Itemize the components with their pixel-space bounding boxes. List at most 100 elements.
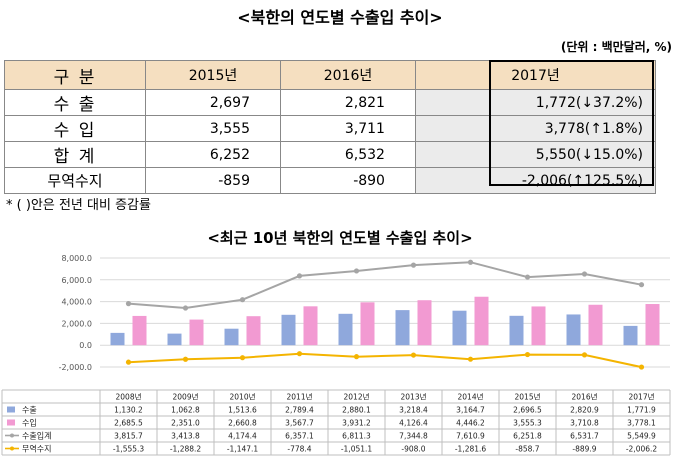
data-point [524, 274, 531, 280]
data-label: 4,174.4 [228, 432, 257, 441]
legend-label: 수출입계 [22, 431, 51, 441]
data-label: -858.7 [515, 445, 539, 454]
header-2017: 2017년 [414, 60, 657, 90]
data-label: 7,344.8 [399, 432, 428, 441]
data-point [353, 268, 360, 274]
y-tick-label: 6,000.0 [61, 276, 92, 285]
chart-title: <최근 10년 북한의 연도별 수출입 추이> [207, 229, 473, 247]
data-label: 2,660.8 [228, 419, 257, 428]
data-label: 6,811.3 [342, 432, 371, 441]
bar [338, 313, 353, 346]
bar [395, 310, 410, 346]
data-label: 3,815.7 [114, 432, 143, 441]
bar [360, 302, 375, 346]
data-label: 3,413.8 [171, 432, 200, 441]
data-label: 3,710.8 [570, 419, 599, 428]
page-title: <북한의 연도별 수출입 추이> [237, 8, 443, 27]
data-label: -778.4 [287, 445, 311, 454]
bar [246, 316, 261, 346]
data-point [410, 352, 417, 358]
data-label: 6,357.1 [285, 432, 314, 441]
x-tick-label: 2016년 [572, 392, 598, 402]
table-row: 수 출 2,697 2,821 1,772(↓37.2%) [4, 89, 657, 116]
data-label: 6,531.7 [570, 432, 599, 441]
data-label: 3,931.2 [342, 419, 371, 428]
bar [110, 332, 125, 346]
bar [588, 304, 603, 346]
data-label: -1,281.6 [455, 445, 487, 454]
legend-swatch [7, 419, 15, 426]
data-point [296, 273, 303, 279]
series-line [128, 352, 642, 369]
bar [132, 315, 147, 346]
data-label: 7,610.9 [456, 432, 485, 441]
unit-label: (단위 : 백만달러, %) [560, 40, 672, 54]
legend-label: 수입 [22, 419, 37, 428]
table-header-row: 구 분 2015년 2016년 2017년 [4, 60, 657, 90]
trade-chart: 8,000.0 6,000.0 4,000.0 2,000.0 0.0 -2,000.0 2… [1, 254, 671, 456]
data-label: 3,778.1 [627, 419, 656, 428]
data-point [353, 354, 360, 360]
y-tick-label: 2,000.0 [61, 319, 92, 328]
bar [452, 310, 467, 346]
cell-2017: 3,778(↑1.8%) [414, 115, 657, 142]
bar [566, 314, 581, 346]
cell-2015: 3,555 [145, 115, 281, 142]
data-label: 2,696.5 [513, 406, 542, 415]
bar [167, 333, 182, 346]
data-point [125, 301, 132, 307]
data-point [182, 356, 189, 362]
bar [509, 315, 524, 346]
data-point [581, 352, 588, 358]
data-label: 3,164.7 [456, 406, 485, 415]
data-label: 1,130.2 [114, 406, 143, 415]
legend-swatch [10, 433, 14, 438]
data-label: -1,051.1 [341, 445, 373, 454]
x-tick-label: 2012년 [344, 392, 370, 402]
footnote: * ( )안은 전년 대비 증감률 [6, 198, 151, 213]
data-label: 2,820.9 [570, 406, 599, 415]
data-point [638, 282, 645, 288]
data-label: -1,555.3 [113, 445, 145, 454]
header-category: 구 분 [4, 60, 146, 90]
x-tick-label: 2010년 [230, 392, 256, 402]
cell-2016: -890 [279, 167, 416, 194]
cell-2017: -2,006(↑125.5%) [414, 167, 657, 194]
row-label: 무역수지 [4, 167, 146, 194]
cell-2017: 5,550(↓15.0%) [414, 141, 657, 168]
cell-2015: -859 [145, 167, 281, 194]
bar [281, 314, 296, 346]
legend-label: 무역수지 [22, 444, 51, 454]
data-label: 4,446.2 [456, 419, 485, 428]
header-2015: 2015년 [145, 60, 281, 90]
table-row: 합 계 6,252 6,532 5,550(↓15.0%) [4, 141, 657, 168]
legend-label: 수출 [22, 405, 37, 415]
data-label: 1,513.6 [228, 406, 257, 415]
bar [189, 319, 204, 346]
data-label: 2,685.5 [114, 419, 143, 428]
data-label: -1,288.2 [170, 445, 202, 454]
data-label: -2,006.2 [626, 445, 658, 454]
data-point [581, 271, 588, 277]
data-point [467, 259, 474, 265]
data-label: 3,555.3 [513, 419, 542, 428]
data-point [524, 351, 531, 358]
table-row: 수 입 3,555 3,711 3,778(↑1.8%) [4, 115, 657, 142]
data-label: 2,789.4 [285, 406, 314, 415]
cell-2016: 3,711 [279, 115, 416, 142]
cell-2017: 1,772(↓37.2%) [414, 89, 657, 116]
data-point [296, 351, 303, 357]
data-label: -908.0 [401, 445, 425, 454]
bar [474, 296, 489, 346]
bar [531, 306, 546, 346]
cell-2016: 2,821 [279, 89, 416, 116]
legend-swatch [7, 406, 15, 413]
bar [303, 306, 318, 346]
data-label: 1,771.9 [627, 406, 656, 415]
row-label: 합 계 [4, 141, 146, 168]
data-point [125, 359, 132, 365]
data-label: 2,351.0 [171, 419, 200, 428]
y-tick-label: 4,000.0 [61, 298, 92, 307]
legend-swatch [10, 446, 14, 451]
data-label: 5,549.9 [627, 432, 656, 441]
